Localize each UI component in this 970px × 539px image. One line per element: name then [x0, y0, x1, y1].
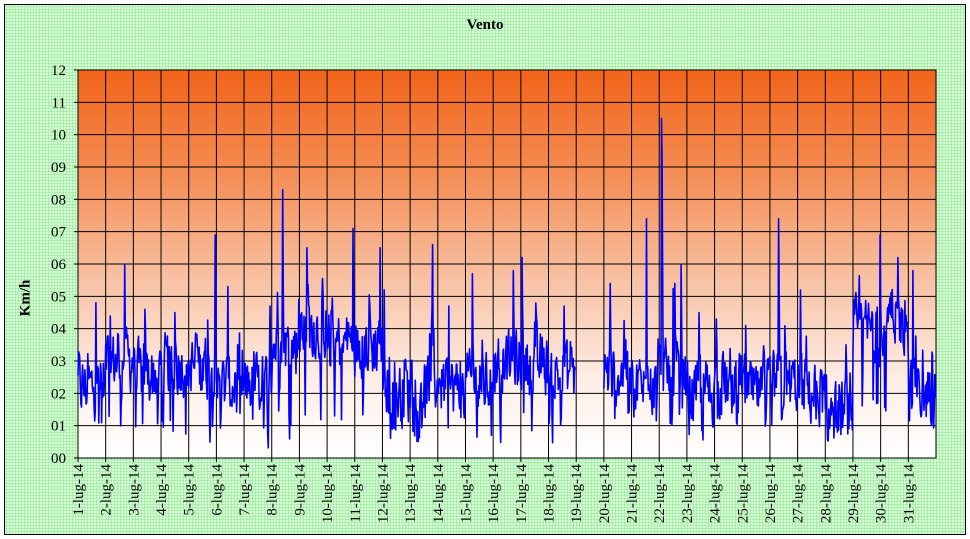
- x-tick-label: 26-lug-14: [763, 464, 779, 524]
- series-line: [77, 188, 577, 449]
- x-tick-label: 4-lug-14: [154, 464, 170, 516]
- x-tick-label: 13-lug-14: [403, 464, 419, 524]
- x-tick-label: 12-lug-14: [375, 464, 391, 524]
- x-tick-label: 29-lug-14: [846, 464, 862, 524]
- y-tick-label: 05: [51, 289, 66, 305]
- y-tick-label: 02: [51, 386, 66, 402]
- y-tick-label: 01: [51, 419, 66, 435]
- x-tick-label: 6-lug-14: [209, 464, 225, 516]
- x-tick-label: 28-lug-14: [818, 464, 834, 524]
- series-line: [603, 117, 937, 442]
- x-tick-label: 24-lug-14: [708, 464, 724, 524]
- y-tick-label: 11: [52, 95, 66, 111]
- x-tick-label: 11-lug-14: [348, 464, 364, 523]
- x-tick-label: 17-lug-14: [514, 464, 530, 524]
- x-tick-label: 23-lug-14: [680, 464, 696, 524]
- chart-title: Vento: [466, 17, 504, 33]
- x-tick-label: 30-lug-14: [874, 464, 890, 524]
- x-tick-label: 2-lug-14: [99, 464, 115, 516]
- y-tick-label: 08: [51, 192, 66, 208]
- x-tick-label: 10-lug-14: [320, 464, 336, 524]
- x-tick-label: 1-lug-14: [71, 464, 87, 516]
- x-tick-label: 14-lug-14: [431, 464, 447, 524]
- y-tick-label: 07: [51, 225, 67, 241]
- y-tick-label: 03: [51, 354, 66, 370]
- x-tick-label: 3-lug-14: [126, 464, 142, 516]
- x-axis-ticks: 1-lug-14 2-lug-14 3-lug-14 4-lug-14 5-lug-14…: [71, 458, 917, 523]
- y-tick-label: 00: [51, 451, 66, 467]
- x-tick-label: 5-lug-14: [182, 464, 198, 516]
- x-tick-label: 21-lug-14: [625, 464, 641, 524]
- x-tick-label: 7-lug-14: [237, 464, 253, 516]
- y-tick-label: 06: [51, 257, 67, 273]
- series-layer: [77, 117, 937, 449]
- x-tick-label: 22-lug-14: [652, 464, 668, 524]
- y-tick-label: 12: [51, 63, 66, 79]
- x-tick-label: 25-lug-14: [735, 464, 751, 524]
- x-tick-label: 31-lug-14: [901, 464, 917, 524]
- x-tick-label: 27-lug-14: [791, 464, 807, 524]
- x-tick-label: 20-lug-14: [597, 464, 613, 524]
- x-tick-label: 15-lug-14: [458, 464, 474, 524]
- x-tick-label: 9-lug-14: [292, 464, 308, 516]
- x-tick-label: 16-lug-14: [486, 464, 502, 524]
- y-tick-label: 04: [51, 322, 67, 338]
- x-tick-label: 8-lug-14: [265, 464, 281, 516]
- y-axis-ticks: 00 01 02 03 04 05 06 07 08 09 10 11 12: [51, 63, 78, 467]
- y-tick-label: 10: [51, 128, 66, 144]
- y-tick-label: 09: [51, 160, 66, 176]
- x-tick-label: 18-lug-14: [542, 464, 558, 524]
- x-tick-label: 19-lug-14: [569, 464, 585, 524]
